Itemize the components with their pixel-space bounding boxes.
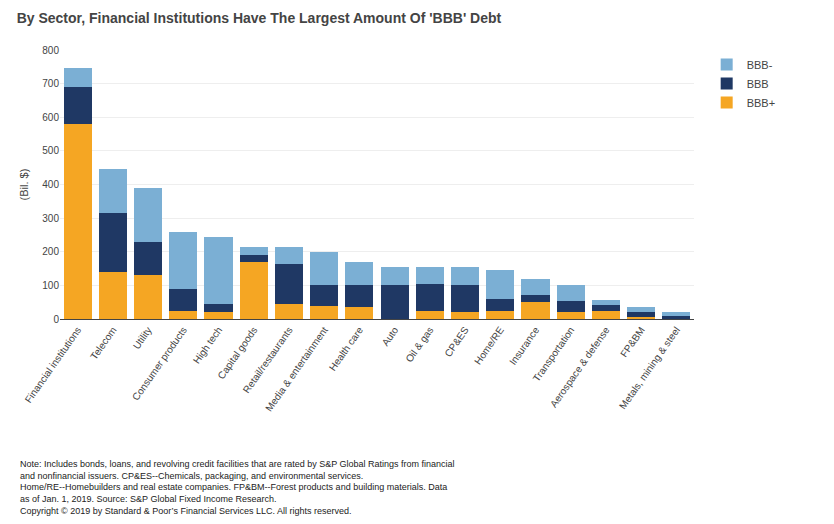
svg-text:Capital goods: Capital goods: [215, 325, 259, 381]
svg-text:800: 800: [42, 45, 59, 56]
svg-text:300: 300: [42, 213, 59, 224]
svg-text:Insurance: Insurance: [507, 324, 541, 367]
svg-text:Oil & gas: Oil & gas: [403, 325, 435, 365]
svg-text:Retail/restaurants: Retail/restaurants: [241, 325, 295, 396]
svg-text:700: 700: [42, 78, 59, 89]
svg-text:Media & entertainment: Media & entertainment: [263, 325, 330, 414]
svg-text:Aerospace & defense: Aerospace & defense: [548, 324, 612, 409]
svg-text:FP&BM: FP&BM: [618, 325, 647, 360]
svg-text:BBB: BBB: [747, 78, 769, 90]
svg-text:Telecom: Telecom: [88, 325, 118, 362]
svg-text:200: 200: [42, 246, 59, 257]
svg-text:BBB-: BBB-: [747, 59, 773, 71]
svg-text:Health care: Health care: [327, 324, 366, 373]
svg-text:0: 0: [53, 314, 59, 325]
svg-text:BBB+: BBB+: [747, 97, 775, 109]
svg-text:High tech: High tech: [191, 325, 224, 366]
svg-text:500: 500: [42, 145, 59, 156]
svg-text:Transportation: Transportation: [531, 325, 577, 384]
svg-text:Metals, mining & steel: Metals, mining & steel: [617, 325, 682, 411]
svg-text:By Sector, Financial Instituti: By Sector, Financial Institutions Have T…: [17, 10, 502, 26]
svg-text:Home/RE: Home/RE: [472, 324, 506, 366]
svg-text:Utility: Utility: [131, 325, 154, 351]
svg-text:600: 600: [42, 112, 59, 123]
svg-text:Financial institutions: Financial institutions: [23, 325, 84, 405]
svg-text:CP&ES: CP&ES: [442, 324, 471, 358]
svg-text:(Bil. $): (Bil. $): [18, 169, 30, 201]
svg-text:Auto: Auto: [380, 324, 401, 348]
svg-text:Note: Includes bonds, loans, a: Note: Includes bonds, loans, and revolvi…: [20, 459, 455, 516]
svg-text:Consumer products: Consumer products: [130, 325, 189, 403]
svg-text:400: 400: [42, 179, 59, 190]
svg-text:100: 100: [42, 280, 59, 291]
